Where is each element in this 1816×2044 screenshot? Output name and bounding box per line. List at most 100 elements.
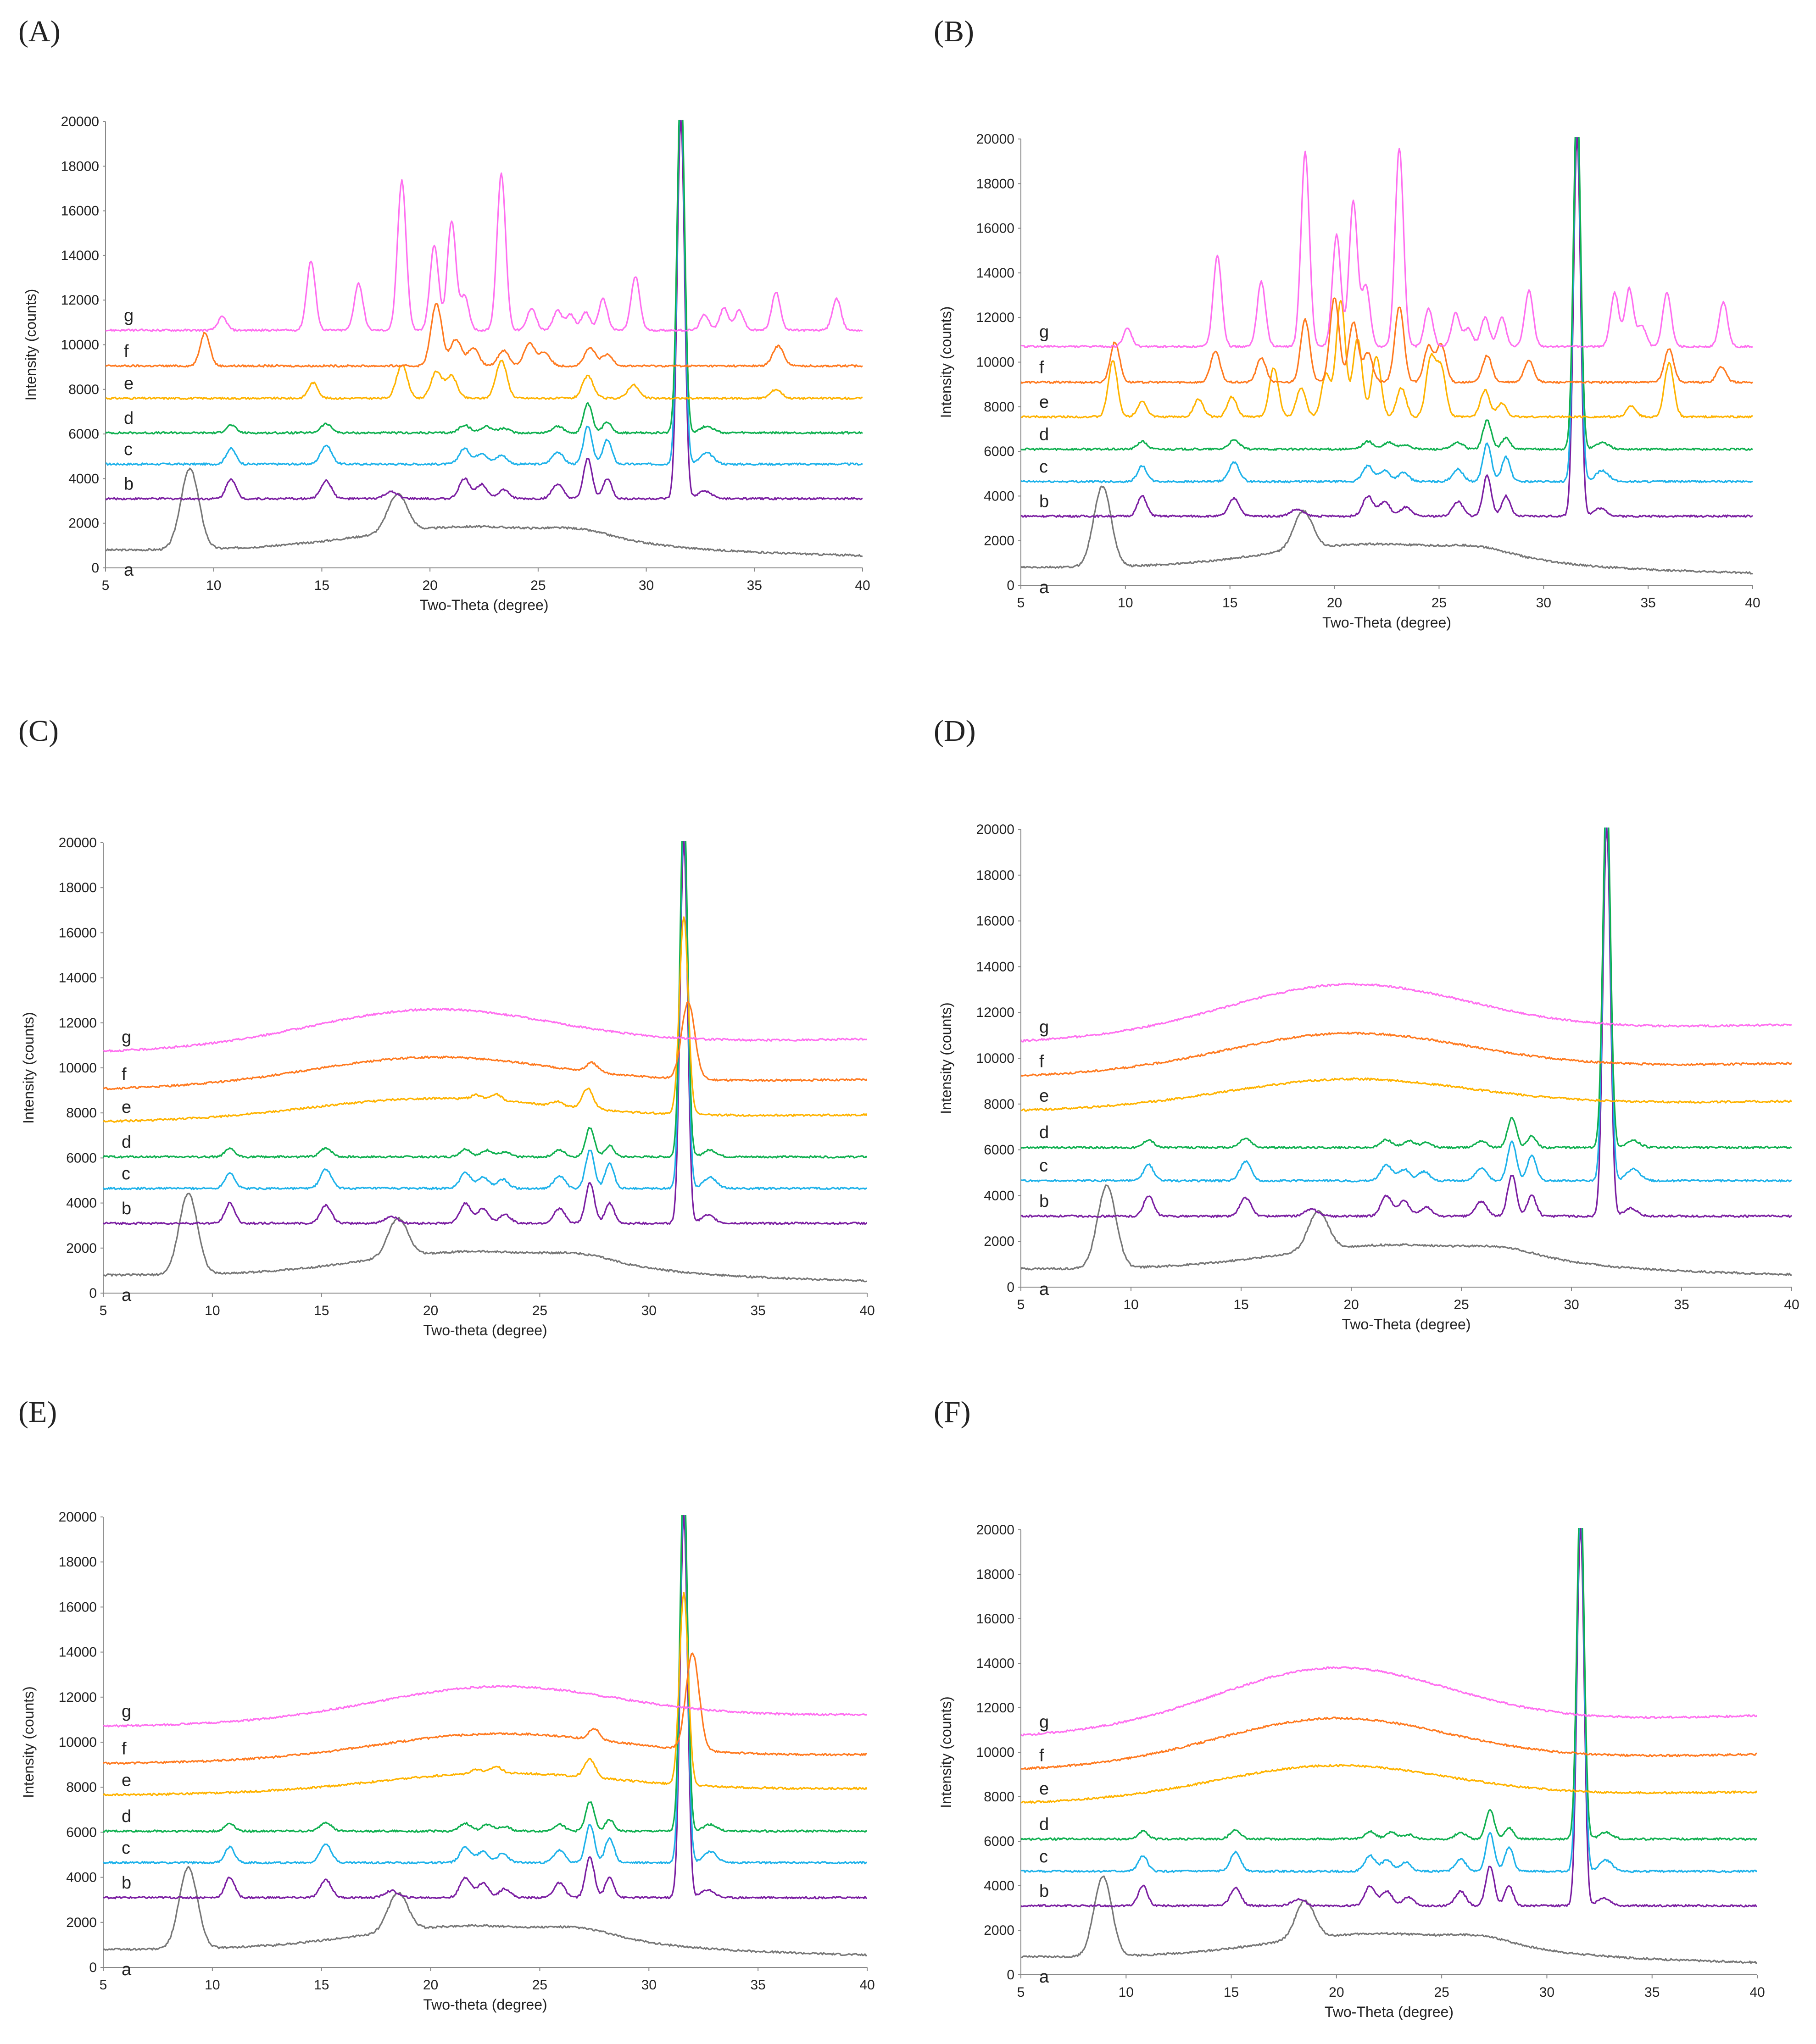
- x-tick-label: 20: [1343, 1297, 1359, 1312]
- series-label-e: e: [122, 1098, 131, 1117]
- series-line-d: [1021, 137, 1753, 451]
- y-tick-label: 14000: [61, 248, 99, 263]
- series-label-b: b: [1039, 492, 1049, 511]
- series-line-f: [1021, 1716, 1757, 1771]
- series-label-a: a: [1039, 1280, 1049, 1299]
- y-tick-label: 12000: [61, 293, 99, 308]
- x-tick-label: 30: [1564, 1297, 1579, 1312]
- series-line-g: [103, 1685, 867, 1728]
- series-label-a: a: [1039, 1967, 1049, 1987]
- y-axis-title: Intensity (counts): [20, 1012, 37, 1124]
- x-tick-label: 35: [1640, 595, 1655, 611]
- y-tick-label: 14000: [59, 971, 97, 986]
- series-line-b: [1021, 1528, 1757, 1908]
- y-tick-label: 4000: [66, 1196, 97, 1211]
- y-tick-label: 12000: [976, 1700, 1014, 1716]
- panel-label: (F): [934, 1395, 971, 1429]
- x-tick-label: 30: [1536, 595, 1551, 611]
- series-label-f: f: [1039, 1052, 1044, 1071]
- x-axis-title: Two-theta (degree): [423, 1996, 547, 2013]
- panel-label: (C): [18, 714, 59, 748]
- series-line-f: [106, 303, 863, 368]
- series-label-c: c: [124, 440, 133, 459]
- series-label-g: g: [1039, 1713, 1049, 1732]
- panel-label: (B): [934, 15, 974, 48]
- series-line-f: [1021, 297, 1753, 384]
- x-tick-label: 40: [1745, 595, 1760, 611]
- series-line-c: [103, 1515, 867, 1865]
- series-line-e: [103, 916, 867, 1123]
- y-tick-label: 18000: [59, 1555, 97, 1570]
- y-tick-label: 10000: [976, 1745, 1014, 1760]
- x-tick-label: 35: [1644, 1985, 1660, 2000]
- y-tick-label: 8000: [66, 1105, 97, 1121]
- y-tick-label: 12000: [976, 1005, 1014, 1020]
- y-axis-title: Intensity (counts): [938, 1002, 954, 1114]
- series-line-c: [1021, 1528, 1757, 1873]
- series-line-g: [106, 172, 863, 332]
- series-line-a: [1021, 485, 1753, 575]
- x-tick-label: 25: [532, 1303, 547, 1318]
- y-tick-label: 0: [91, 561, 99, 576]
- x-tick-label: 5: [1017, 1297, 1025, 1312]
- y-tick-label: 6000: [984, 1834, 1014, 1849]
- series-label-g: g: [1039, 1018, 1049, 1037]
- y-tick-label: 6000: [66, 1825, 97, 1840]
- y-tick-label: 0: [89, 1960, 97, 1975]
- series-label-c: c: [1039, 1847, 1048, 1866]
- y-tick-label: 16000: [59, 1600, 97, 1615]
- series-label-g: g: [1039, 322, 1049, 342]
- y-tick-label: 4000: [984, 1878, 1014, 1894]
- y-tick-label: 8000: [984, 400, 1014, 415]
- y-tick-label: 20000: [976, 1522, 1014, 1538]
- x-tick-label: 15: [314, 578, 329, 593]
- x-tick-label: 30: [1539, 1985, 1554, 2000]
- x-tick-label: 35: [750, 1977, 765, 1993]
- y-tick-label: 2000: [984, 533, 1014, 549]
- series-label-a: a: [122, 1960, 132, 1979]
- series-label-f: f: [1039, 358, 1044, 378]
- y-axis-title: Intensity (counts): [20, 1686, 37, 1798]
- y-tick-label: 4000: [66, 1870, 97, 1885]
- y-tick-label: 10000: [976, 1051, 1014, 1066]
- x-tick-label: 25: [1432, 595, 1447, 611]
- y-tick-label: 16000: [61, 204, 99, 219]
- series-line-d: [103, 841, 867, 1159]
- y-tick-label: 20000: [976, 822, 1014, 837]
- x-tick-label: 25: [532, 1977, 547, 1993]
- y-tick-label: 12000: [976, 310, 1014, 325]
- series-line-g: [1021, 983, 1792, 1043]
- y-tick-label: 20000: [59, 835, 97, 850]
- x-tick-label: 5: [1017, 1985, 1025, 2000]
- y-tick-label: 14000: [976, 1656, 1014, 1671]
- series-label-g: g: [122, 1028, 131, 1047]
- series-line-a: [103, 1193, 867, 1283]
- x-axis-title: Two-Theta (degree): [1325, 2004, 1454, 2020]
- x-tick-label: 30: [639, 578, 654, 593]
- series-label-c: c: [122, 1164, 130, 1183]
- series-label-e: e: [124, 374, 134, 394]
- y-tick-label: 8000: [984, 1097, 1014, 1112]
- series-line-b: [1021, 828, 1792, 1218]
- panel-f: (F) 0 2000 4000 6000 8000 10000 12000 14000 16000…: [934, 1395, 1765, 2020]
- series-label-c: c: [1039, 1156, 1048, 1176]
- series-line-d: [1021, 828, 1792, 1150]
- y-tick-label: 14000: [59, 1645, 97, 1660]
- y-tick-label: 18000: [976, 176, 1014, 191]
- panel-c: (C) 0 2000 4000 6000 8000 10000 12000 14000 16000…: [18, 714, 875, 1339]
- y-tick-label: 0: [1007, 578, 1014, 593]
- series-group: [103, 841, 867, 1283]
- series-label-d: d: [1039, 1123, 1049, 1142]
- series-label-d: d: [122, 1133, 131, 1152]
- x-tick-label: 30: [641, 1303, 657, 1318]
- panel-label: (D): [934, 714, 976, 748]
- y-tick-label: 4000: [68, 471, 99, 486]
- series-line-e: [106, 360, 863, 400]
- x-tick-label: 10: [1123, 1297, 1138, 1312]
- panel-b: (B) 0 2000 4000 6000 8000 10000 12000 14000 16000…: [934, 15, 1760, 631]
- panel-d: (D) 0 2000 4000 6000 8000 10000 12000 14000 16000…: [934, 714, 1799, 1333]
- y-tick-label: 16000: [976, 221, 1014, 236]
- x-tick-label: 25: [530, 578, 546, 593]
- series-line-e: [1021, 1764, 1757, 1804]
